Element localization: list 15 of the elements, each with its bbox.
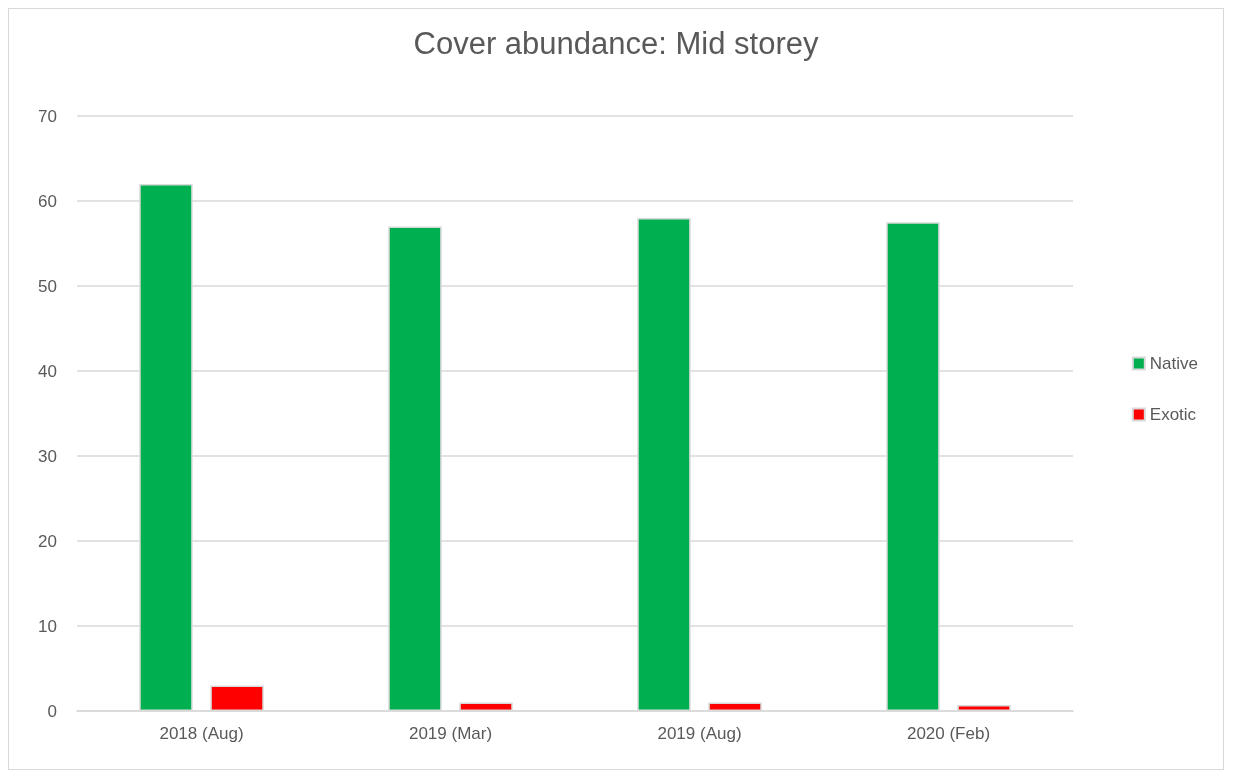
x-tick-label: 2018 (Aug) <box>159 724 244 743</box>
y-tick-label: 40 <box>38 361 57 381</box>
y-tick-label: 10 <box>38 616 57 636</box>
y-tick-label: 30 <box>38 446 57 466</box>
x-tick-label: 2019 (Aug) <box>657 724 742 743</box>
y-tick-label: 50 <box>38 276 57 296</box>
chart-title: Cover abundance: Mid storey <box>413 26 819 61</box>
y-tick-label: 0 <box>47 701 57 721</box>
y-tick-label: 60 <box>38 191 57 211</box>
y-tick-label: 20 <box>38 531 57 551</box>
y-tick-label: 70 <box>38 106 57 126</box>
legend-label: Native <box>1149 354 1198 373</box>
legend-label: Exotic <box>1149 405 1197 424</box>
x-tick-label: 2019 (Mar) <box>408 724 493 743</box>
x-tick-label: 2020 (Feb) <box>906 724 991 743</box>
